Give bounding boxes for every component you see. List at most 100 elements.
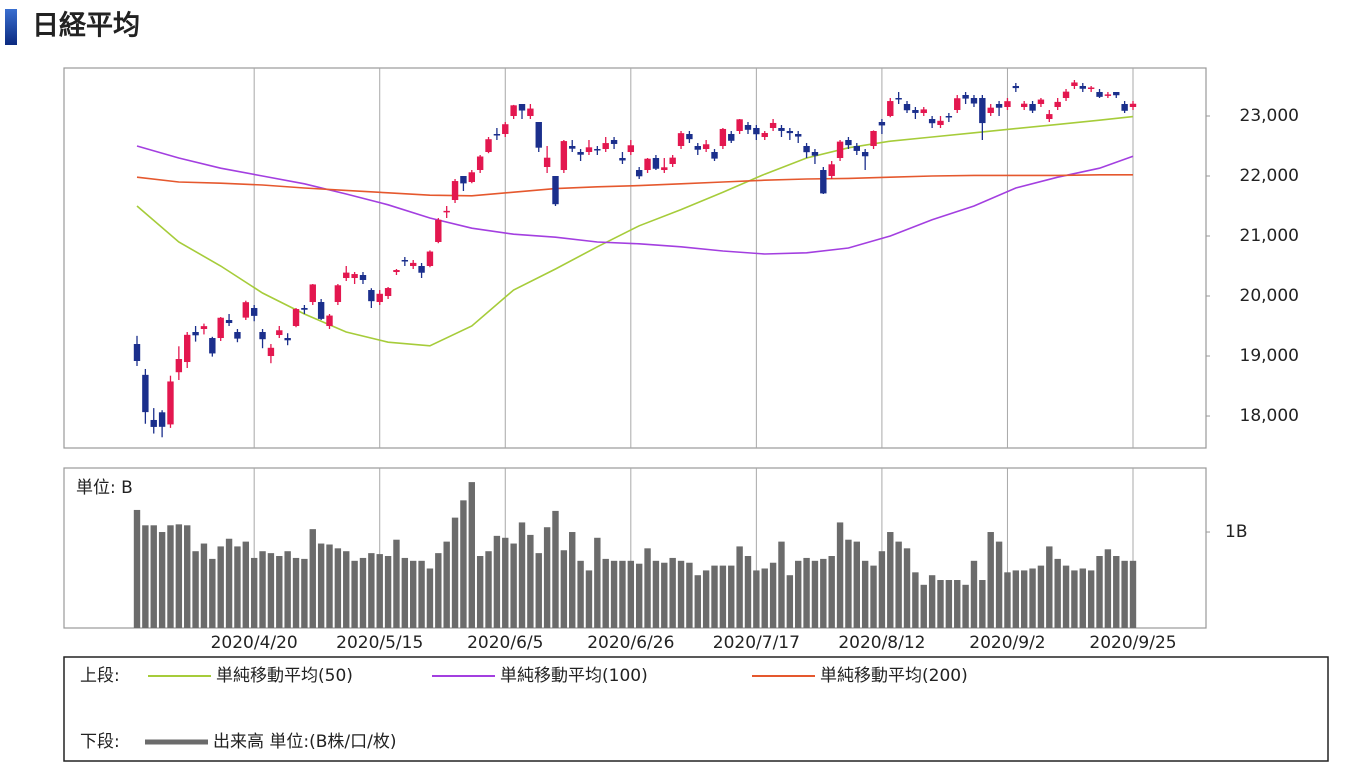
volume-bar	[284, 551, 291, 628]
candle-body	[493, 134, 501, 136]
candle-body	[343, 272, 350, 279]
volume-bar	[945, 580, 953, 628]
volume-bar	[853, 541, 860, 628]
volume-bar	[267, 553, 275, 628]
candle-body	[870, 131, 877, 147]
x-tick-label: 2020/6/26	[587, 633, 674, 653]
volume-bar	[861, 560, 869, 628]
candle-body	[418, 266, 425, 273]
legend-label: 単純移動平均(200)	[820, 666, 968, 686]
volume-bar	[167, 525, 174, 628]
volume-bar	[175, 524, 183, 628]
candle-body	[694, 146, 701, 150]
candle-body	[259, 332, 266, 340]
volume-bar	[661, 562, 668, 628]
chart-title: 日経平均	[32, 10, 140, 42]
candle-body	[602, 143, 609, 150]
candle-body	[937, 120, 944, 126]
volume-bar	[234, 546, 241, 628]
volume-bar	[677, 560, 685, 628]
candle-body	[594, 149, 601, 151]
candle-body	[167, 381, 174, 425]
candle-body	[376, 293, 383, 303]
volume-bar	[435, 553, 442, 628]
volume-bar	[225, 538, 233, 628]
volume-bar	[217, 546, 224, 628]
volume-bar	[1087, 570, 1095, 628]
candle-body	[209, 338, 216, 354]
candle-body	[351, 274, 358, 279]
volume-bar	[836, 522, 844, 628]
candle-body	[267, 347, 275, 357]
candle-body	[1046, 114, 1053, 120]
volume-bar	[1071, 570, 1078, 628]
volume-bar	[610, 560, 618, 628]
volume-bar	[301, 558, 308, 628]
candle-body	[292, 309, 300, 327]
candle-body	[192, 332, 199, 336]
candle-body	[702, 144, 710, 150]
candle-body	[401, 260, 409, 262]
legend-box	[63, 656, 1329, 762]
candle-body	[853, 146, 860, 151]
candle-body	[1020, 103, 1028, 108]
volume-bar	[954, 580, 961, 628]
candle-body	[368, 290, 375, 302]
candle-body	[677, 133, 685, 147]
candle-body	[1079, 86, 1086, 89]
volume-bar	[828, 556, 835, 628]
volume-bar	[719, 565, 727, 628]
candle-body	[552, 176, 559, 205]
volume-bar	[384, 556, 392, 628]
volume-bar	[527, 534, 534, 628]
volume-bar	[619, 560, 626, 628]
volume-bar	[502, 537, 509, 628]
volume-bar	[343, 551, 350, 628]
candle-body	[836, 141, 844, 159]
candle-body	[962, 95, 969, 99]
x-tick-label: 2020/4/20	[211, 633, 298, 653]
volume-bar	[535, 553, 542, 628]
candle-body	[527, 108, 534, 117]
volume-bar	[250, 557, 258, 628]
legend-label: 出来高 単位:(B株/口/枚)	[213, 732, 397, 752]
volume-bar	[1104, 549, 1112, 628]
volume-bar	[200, 543, 208, 628]
candle-body	[1104, 94, 1112, 96]
legend-label: 単純移動平均(100)	[500, 666, 648, 686]
candle-body	[1012, 86, 1020, 89]
candle-body	[1096, 92, 1103, 97]
volume-bar	[460, 500, 467, 628]
volume-bar	[142, 525, 149, 628]
candle-body	[569, 146, 576, 149]
volume-bar	[962, 584, 969, 628]
y-tick-label: 1B	[1225, 522, 1247, 542]
candle-body	[142, 374, 149, 413]
candle-body	[476, 156, 484, 171]
candle-body	[1087, 87, 1095, 90]
candle-body	[661, 167, 668, 171]
volume-bar	[552, 510, 559, 628]
x-tick-label: 2020/9/2	[969, 633, 1045, 653]
volume-bar	[878, 551, 886, 628]
volume-bar	[133, 509, 141, 628]
moving-average-line	[136, 145, 1134, 255]
volume-bar	[744, 556, 752, 628]
candle-body	[795, 134, 802, 137]
candle-body	[719, 128, 727, 147]
candle-body	[502, 124, 509, 135]
volume-bar	[887, 532, 894, 628]
candle-body	[384, 288, 392, 297]
volume-bar	[451, 517, 459, 628]
candle-body	[627, 145, 635, 153]
moving-average-line	[136, 174, 1133, 197]
volume-bar	[209, 558, 216, 628]
volume-bar	[292, 557, 300, 628]
volume-bar	[543, 527, 551, 628]
volume-bar	[476, 556, 484, 628]
volume-bar	[652, 560, 660, 628]
candle-body	[510, 105, 517, 117]
volume-bar	[150, 525, 157, 628]
volume-bar	[1079, 568, 1086, 628]
candle-body	[543, 157, 551, 168]
